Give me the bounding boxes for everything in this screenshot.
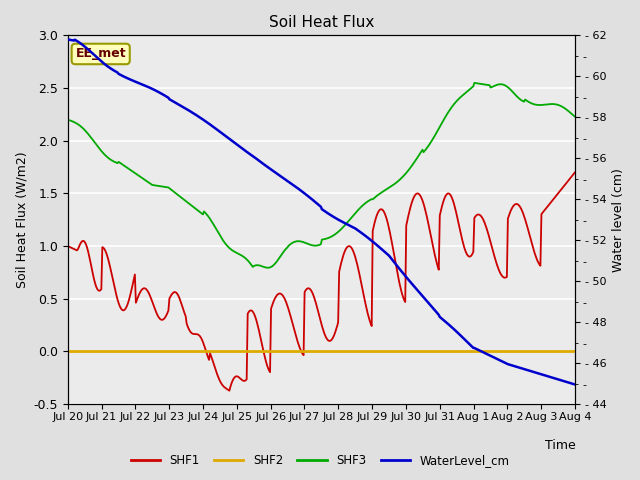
- Y-axis label: Soil Heat Flux (W/m2): Soil Heat Flux (W/m2): [15, 151, 28, 288]
- Text: Time: Time: [545, 439, 576, 452]
- Title: Soil Heat Flux: Soil Heat Flux: [269, 15, 374, 30]
- Text: EE_met: EE_met: [76, 48, 126, 60]
- Legend: SHF1, SHF2, SHF3, WaterLevel_cm: SHF1, SHF2, SHF3, WaterLevel_cm: [126, 449, 514, 472]
- Y-axis label: Water level (cm): Water level (cm): [612, 168, 625, 272]
